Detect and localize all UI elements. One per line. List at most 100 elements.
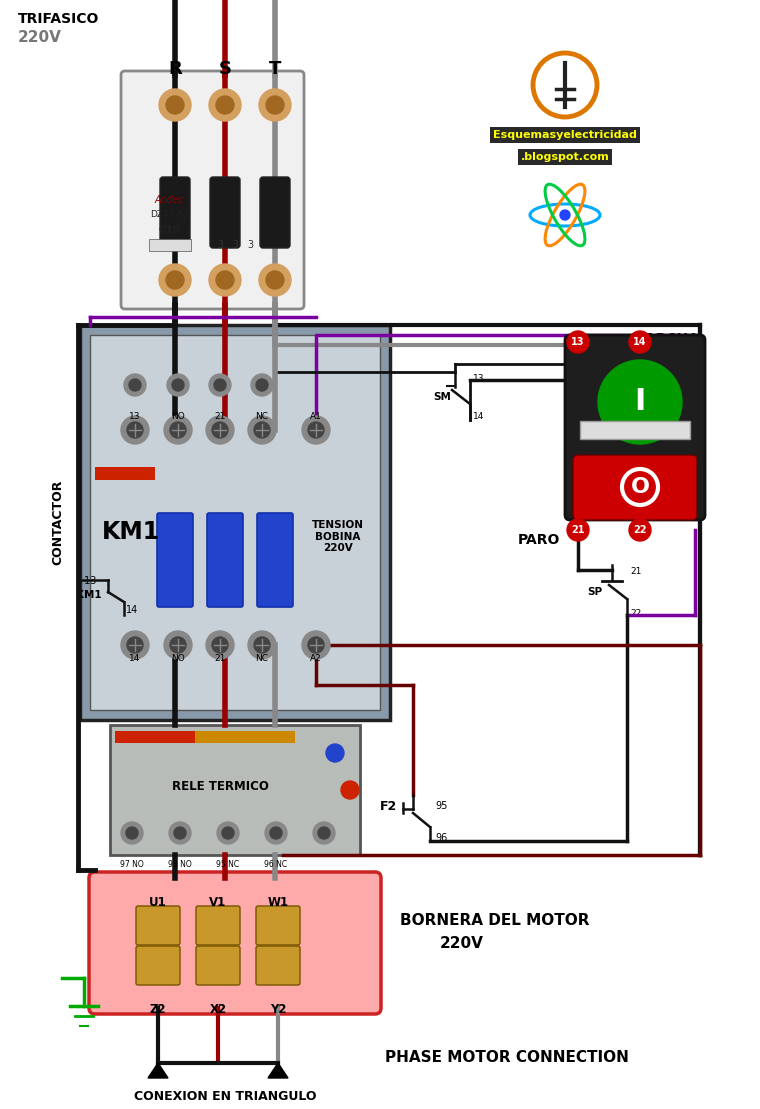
Circle shape bbox=[629, 330, 651, 353]
FancyBboxPatch shape bbox=[90, 335, 380, 710]
Text: 93 NO: 93 NO bbox=[168, 859, 192, 869]
Circle shape bbox=[341, 781, 359, 798]
Text: .blogspot.com: .blogspot.com bbox=[521, 152, 610, 162]
Text: 96: 96 bbox=[435, 833, 447, 843]
Circle shape bbox=[209, 264, 241, 296]
Circle shape bbox=[266, 271, 284, 289]
Circle shape bbox=[170, 637, 186, 653]
FancyBboxPatch shape bbox=[257, 513, 293, 607]
Text: 220V: 220V bbox=[440, 936, 484, 952]
Circle shape bbox=[265, 822, 287, 844]
Text: 95 NC: 95 NC bbox=[217, 859, 239, 869]
Text: V1: V1 bbox=[209, 896, 226, 909]
Text: O: O bbox=[631, 477, 650, 497]
Text: 14: 14 bbox=[129, 654, 141, 663]
FancyBboxPatch shape bbox=[565, 335, 705, 520]
Circle shape bbox=[124, 374, 146, 396]
FancyBboxPatch shape bbox=[196, 906, 240, 945]
FancyBboxPatch shape bbox=[149, 240, 191, 251]
Text: KM1: KM1 bbox=[102, 520, 160, 545]
Circle shape bbox=[270, 827, 282, 840]
Text: F2: F2 bbox=[380, 800, 397, 813]
Text: CONTACTOR: CONTACTOR bbox=[52, 479, 65, 564]
Text: 96 NC: 96 NC bbox=[264, 859, 287, 869]
Text: 97 NO: 97 NO bbox=[120, 859, 144, 869]
Text: PARO: PARO bbox=[518, 533, 560, 547]
Text: A2: A2 bbox=[310, 654, 322, 663]
Text: TRIFASICO: TRIFASICO bbox=[18, 12, 100, 26]
Circle shape bbox=[598, 360, 682, 444]
Text: 14: 14 bbox=[126, 606, 138, 615]
Text: RELE TERMICO: RELE TERMICO bbox=[172, 780, 268, 793]
Circle shape bbox=[318, 827, 330, 840]
Text: T: T bbox=[269, 60, 281, 78]
FancyBboxPatch shape bbox=[210, 177, 240, 248]
Text: NO: NO bbox=[171, 413, 185, 421]
Text: SP: SP bbox=[587, 587, 602, 597]
Circle shape bbox=[254, 423, 270, 438]
Text: 21: 21 bbox=[214, 413, 226, 421]
Text: U1: U1 bbox=[149, 896, 167, 909]
Text: 3: 3 bbox=[217, 240, 223, 250]
FancyBboxPatch shape bbox=[95, 467, 155, 480]
Circle shape bbox=[214, 379, 226, 391]
Circle shape bbox=[126, 827, 138, 840]
Circle shape bbox=[560, 210, 570, 220]
Text: 13: 13 bbox=[129, 413, 141, 421]
Circle shape bbox=[166, 96, 184, 114]
Circle shape bbox=[206, 416, 234, 444]
Circle shape bbox=[174, 827, 186, 840]
Circle shape bbox=[159, 89, 191, 121]
Text: TENSION
BOBINA
220V: TENSION BOBINA 220V bbox=[312, 520, 364, 553]
Circle shape bbox=[326, 744, 344, 762]
Text: 14: 14 bbox=[633, 337, 647, 347]
Text: 95: 95 bbox=[435, 801, 448, 811]
FancyBboxPatch shape bbox=[121, 71, 304, 309]
Text: NC: NC bbox=[255, 654, 268, 663]
Circle shape bbox=[212, 637, 228, 653]
Polygon shape bbox=[148, 1064, 168, 1078]
Text: 3: 3 bbox=[247, 240, 253, 250]
Text: R: R bbox=[168, 60, 182, 78]
Text: Z2: Z2 bbox=[150, 1003, 166, 1016]
Text: 13: 13 bbox=[473, 374, 485, 383]
Circle shape bbox=[308, 637, 324, 653]
Circle shape bbox=[166, 271, 184, 289]
Text: I: I bbox=[635, 387, 646, 417]
Text: Aodec: Aodec bbox=[155, 195, 185, 205]
Text: BORNERA DEL MOTOR: BORNERA DEL MOTOR bbox=[400, 913, 590, 928]
Text: ⌐13: ⌐13 bbox=[76, 576, 97, 586]
Text: A1: A1 bbox=[310, 413, 322, 421]
Circle shape bbox=[629, 519, 651, 541]
Text: 21: 21 bbox=[214, 654, 226, 663]
Circle shape bbox=[209, 89, 241, 121]
Text: 3: 3 bbox=[232, 240, 238, 250]
Circle shape bbox=[313, 822, 335, 844]
Text: NC: NC bbox=[255, 413, 268, 421]
Circle shape bbox=[129, 379, 141, 391]
Text: W1: W1 bbox=[268, 896, 289, 909]
Circle shape bbox=[259, 89, 291, 121]
Circle shape bbox=[256, 379, 268, 391]
Circle shape bbox=[216, 96, 234, 114]
Text: 14: 14 bbox=[473, 413, 484, 421]
Text: PHASE MOTOR CONNECTION: PHASE MOTOR CONNECTION bbox=[385, 1050, 629, 1065]
Circle shape bbox=[567, 330, 589, 353]
Text: 22: 22 bbox=[630, 609, 641, 618]
Text: CONEXION EN TRIANGULO: CONEXION EN TRIANGULO bbox=[134, 1090, 316, 1103]
Text: 21: 21 bbox=[572, 525, 584, 535]
Circle shape bbox=[121, 416, 149, 444]
Circle shape bbox=[159, 264, 191, 296]
Polygon shape bbox=[268, 1064, 288, 1078]
FancyBboxPatch shape bbox=[256, 946, 300, 985]
Circle shape bbox=[212, 423, 228, 438]
Text: 13: 13 bbox=[572, 337, 584, 347]
Text: SM: SM bbox=[433, 391, 451, 401]
Circle shape bbox=[121, 822, 143, 844]
Text: Y2: Y2 bbox=[270, 1003, 287, 1016]
Circle shape bbox=[302, 631, 330, 659]
Circle shape bbox=[170, 423, 186, 438]
Circle shape bbox=[164, 631, 192, 659]
Text: MARCHA: MARCHA bbox=[632, 332, 700, 346]
Circle shape bbox=[164, 416, 192, 444]
